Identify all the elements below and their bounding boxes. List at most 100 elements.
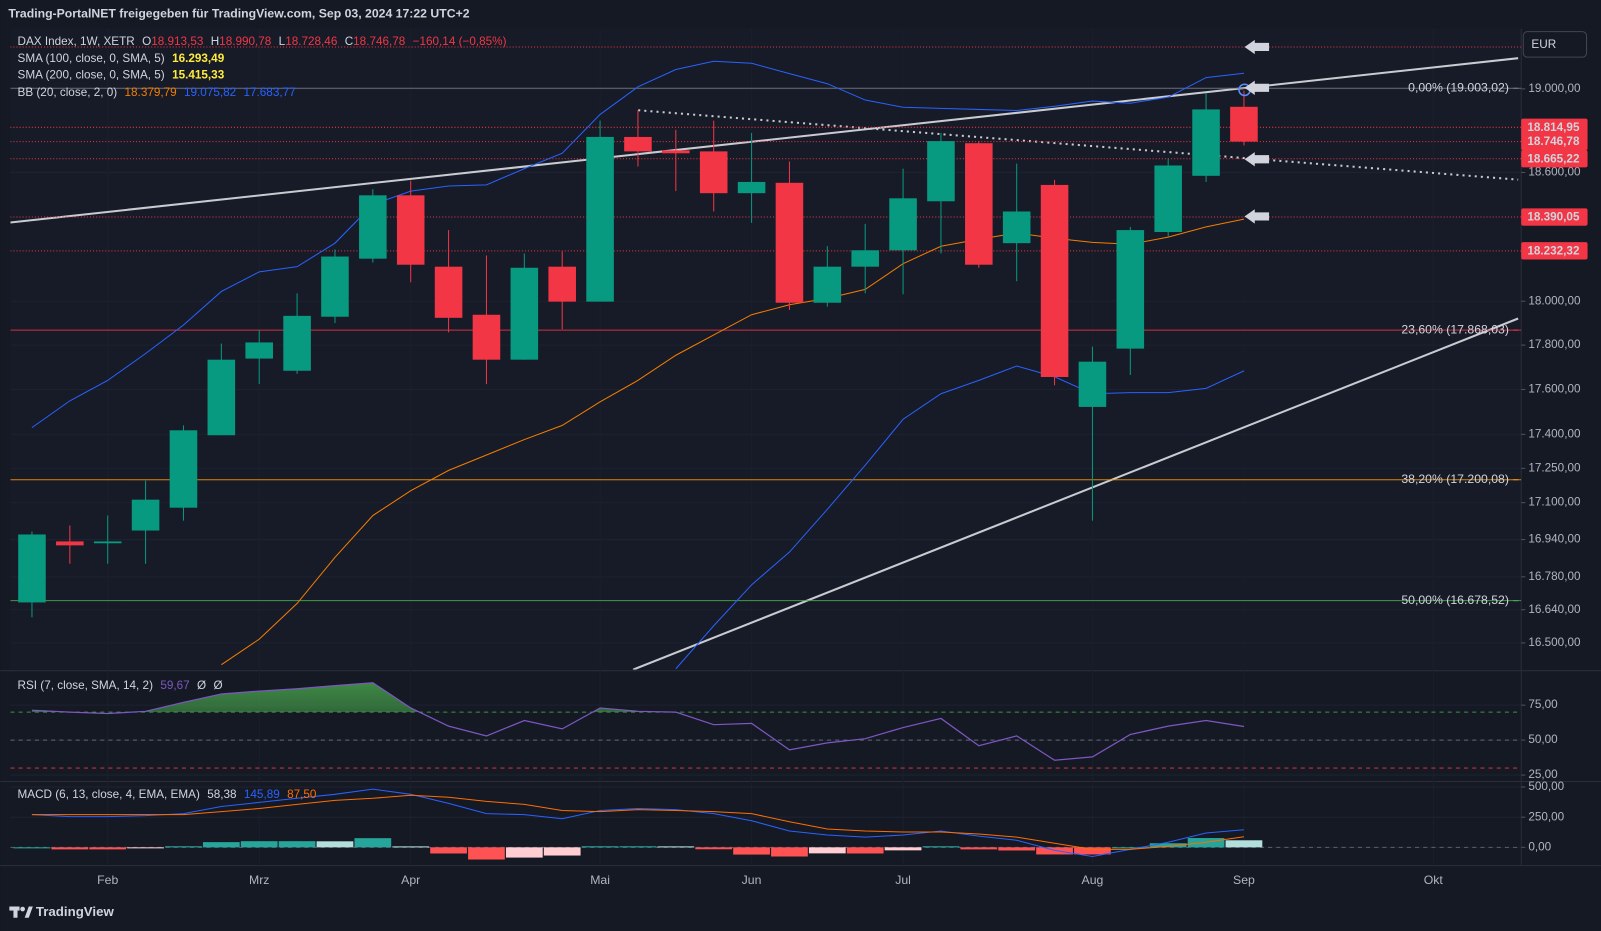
x-tick-label: Mai bbox=[590, 873, 610, 887]
macd-histogram-bar bbox=[695, 847, 733, 850]
macd-histogram-bar bbox=[733, 847, 770, 855]
macd-histogram-bar bbox=[240, 841, 278, 848]
y-tick-label: 19.000,00 bbox=[1528, 82, 1581, 95]
y-tick-label: 250,00 bbox=[1528, 810, 1564, 823]
indicator-name: RSI (7, close, SMA, 14, 2) bbox=[18, 679, 154, 692]
rsi-plot bbox=[10, 682, 1522, 769]
candle-body bbox=[169, 430, 198, 508]
legend-line: SMA (200, close, 0, SMA, 5) 15.415,33 bbox=[18, 69, 225, 82]
price-label: 18.665,22 bbox=[1527, 152, 1580, 165]
candle-body bbox=[510, 267, 539, 360]
price-label-box bbox=[1521, 132, 1588, 151]
ohlc-key: O bbox=[142, 35, 151, 48]
overlay-line bbox=[31, 60, 1245, 429]
y-tick-label: 17.400,00 bbox=[1528, 427, 1581, 440]
currency-box[interactable] bbox=[1522, 31, 1588, 58]
logo-part bbox=[20, 906, 25, 912]
x-tick-label: Apr bbox=[401, 873, 420, 887]
x-tick-label: Jul bbox=[895, 873, 911, 887]
overlay-line bbox=[221, 218, 1245, 666]
macd-histogram-bar bbox=[808, 847, 846, 854]
candle-body bbox=[1116, 230, 1145, 349]
x-tick-label: Feb bbox=[97, 873, 118, 887]
macd-histogram-bar bbox=[960, 847, 998, 850]
indicator-value: 87,50 bbox=[287, 788, 317, 801]
candle-body bbox=[1154, 165, 1182, 233]
overlay-line bbox=[675, 365, 1245, 670]
macd-histogram-bar bbox=[392, 846, 430, 848]
candle-body bbox=[662, 150, 690, 154]
candle-body bbox=[283, 315, 311, 371]
fib-label: 0,00% (19.003,02) bbox=[1408, 80, 1509, 94]
candle-body bbox=[93, 541, 122, 544]
arrow bbox=[1244, 80, 1270, 95]
indicator-name: MACD (6, 13, close, 4, EMA, EMA) bbox=[18, 788, 200, 801]
grid bbox=[10, 28, 1522, 866]
macd-histogram-bar bbox=[657, 846, 695, 848]
macd-histogram-bar bbox=[922, 846, 960, 848]
candle-body bbox=[1078, 361, 1107, 407]
candle-body bbox=[548, 266, 576, 302]
candle-body bbox=[1230, 106, 1258, 142]
rsi-overbought-fill bbox=[31, 682, 1244, 713]
indicator-name: BB (20, close, 2, 0) bbox=[18, 86, 118, 99]
candle-body bbox=[56, 541, 84, 546]
y-tick-label: 0,00 bbox=[1528, 840, 1551, 853]
candle-body bbox=[472, 314, 501, 360]
currency[interactable]: EUR bbox=[1531, 38, 1556, 51]
y-tick-label: 500,00 bbox=[1528, 780, 1564, 793]
trend-line bbox=[632, 317, 1519, 670]
x-tick-label: Aug bbox=[1082, 873, 1104, 887]
macd-histogram-bar bbox=[619, 846, 657, 848]
price-label: 18.814,95 bbox=[1527, 121, 1580, 134]
y-tick-label: 18.600,00 bbox=[1528, 166, 1581, 179]
legend-line: BB (20, close, 2, 0) 18.379,79 19.075,82… bbox=[18, 86, 296, 99]
macd-histogram-bar bbox=[430, 847, 467, 854]
indicator-name: SMA (100, close, 0, SMA, 5) bbox=[18, 52, 165, 65]
candle-body bbox=[927, 141, 955, 202]
ohlc-key: H bbox=[211, 35, 219, 48]
x-tick-label: Okt bbox=[1424, 873, 1444, 887]
fib-label: 50,00% (16.678,52) bbox=[1401, 593, 1509, 607]
candle-body bbox=[245, 342, 273, 359]
macd-histogram-bar bbox=[354, 838, 392, 848]
candle-body bbox=[1040, 184, 1069, 377]
main-plot bbox=[10, 46, 1522, 670]
change: −160,14 (−0,85%) bbox=[413, 35, 507, 48]
indicator-value: 16.293,49 bbox=[172, 52, 225, 65]
footer-brand: TradingView bbox=[36, 904, 115, 919]
macd-histogram-bar bbox=[846, 847, 884, 854]
candle-body bbox=[131, 499, 160, 531]
macd-histogram-bar bbox=[1111, 847, 1149, 849]
main-annotations: 0,00% (19.003,02) 23,60% (17.868,03) 38,20… bbox=[1238, 39, 1519, 607]
y-tick-label: 17.600,00 bbox=[1528, 383, 1581, 396]
candle-body bbox=[699, 151, 728, 194]
indicator-value: 58,38 bbox=[207, 788, 237, 801]
price-label-box bbox=[1521, 150, 1588, 168]
ohlc-value: 18.990,78 bbox=[219, 35, 272, 48]
arrow bbox=[1244, 152, 1270, 167]
y-tick-label: 16.500,00 bbox=[1528, 636, 1581, 649]
indicator-name: SMA (200, close, 0, SMA, 5) bbox=[18, 69, 165, 82]
candle-body bbox=[396, 195, 425, 265]
indicator-value: Ø bbox=[197, 679, 206, 692]
fib-label: 38,20% (17.200,08) bbox=[1401, 472, 1509, 486]
macd-histogram-bar bbox=[1225, 840, 1263, 848]
y-tick-label: 16.780,00 bbox=[1528, 570, 1581, 583]
macd-histogram-bar bbox=[1036, 847, 1073, 855]
macd-plot bbox=[10, 788, 1522, 860]
price-label-box bbox=[1521, 208, 1588, 226]
y-tick-label: 16.640,00 bbox=[1528, 603, 1581, 616]
candle-body bbox=[321, 256, 349, 317]
arrow bbox=[1244, 39, 1270, 55]
indicator-value: 19.075,82 bbox=[184, 86, 236, 99]
candle-body bbox=[889, 198, 917, 251]
trend-line-dotted bbox=[638, 109, 1519, 181]
ohlc-value: 18.746,78 bbox=[353, 35, 406, 48]
macd-histogram-bar bbox=[1074, 847, 1111, 855]
macd-histogram-bar bbox=[1149, 843, 1187, 848]
indicator-value: 145,89 bbox=[244, 788, 280, 801]
macd-histogram-bar bbox=[468, 847, 505, 860]
